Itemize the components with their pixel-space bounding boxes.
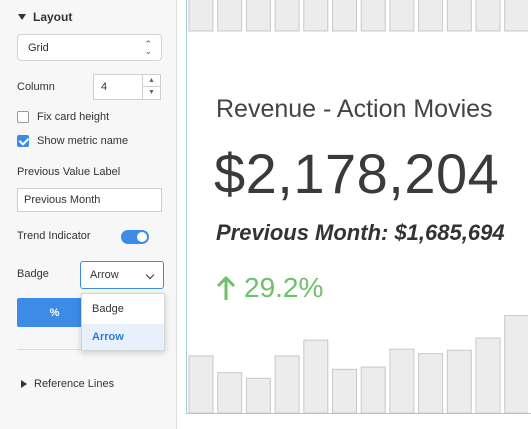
sparkline-bar-top — [475, 0, 501, 32]
layout-section-title: Layout — [33, 10, 73, 24]
sparkline-bar — [504, 315, 528, 413]
sparkline-bar — [418, 353, 444, 413]
kpi-card[interactable] — [186, 0, 531, 414]
spin-down-icon[interactable]: ▼ — [148, 89, 155, 96]
trend-indicator-label: Trend Indicator — [17, 230, 91, 242]
sparkline-bar-top — [303, 0, 329, 32]
sparkline-bar — [303, 339, 329, 413]
bottom-sparkline-bars — [188, 315, 528, 413]
sparkline-bar-top — [332, 0, 357, 32]
sparkline-bar-top — [245, 0, 271, 32]
card-value: $2,178,204 — [214, 142, 500, 205]
sparkline-bar-top — [389, 0, 415, 32]
sparkline-bar — [274, 355, 300, 413]
show-metric-name-label: Show metric name — [37, 135, 129, 147]
sparkline-bar-top — [217, 0, 243, 32]
sparkline-bar-top — [360, 0, 386, 32]
sparkline-bar — [475, 337, 501, 413]
column-label: Column — [17, 81, 55, 93]
layout-select[interactable]: Grid ⌃ ⌄ — [17, 34, 162, 61]
toggle-knob — [137, 232, 147, 242]
previous-value-label: Previous Value Label — [17, 166, 121, 178]
sparkline-bar — [217, 372, 243, 413]
dropdown-option-badge[interactable]: Badge — [92, 303, 124, 315]
spin-up-icon[interactable]: ▲ — [143, 75, 160, 87]
sparkline-bar-top — [446, 0, 472, 32]
show-metric-name-checkbox[interactable] — [17, 135, 29, 147]
layout-select-value: Grid — [28, 41, 49, 54]
arrow-up-icon — [216, 275, 236, 300]
card-title: Revenue - Action Movies — [216, 95, 493, 123]
settings-panel: Layout Grid ⌃ ⌄ Column 4 ▲ ▼ Fix card hei… — [0, 0, 177, 429]
sparkline-bar-top — [504, 0, 528, 32]
previous-value-input[interactable]: Previous Month — [17, 188, 162, 212]
column-value: 4 — [101, 81, 108, 93]
chevron-down-icon — [145, 270, 155, 280]
sparkline-bar — [188, 355, 214, 413]
sparkline-bar-top — [418, 0, 444, 32]
badge-select-value: Arrow — [90, 269, 119, 281]
column-spinner: ▲ ▼ — [142, 75, 160, 99]
reference-lines-label: Reference Lines — [34, 378, 115, 390]
top-sparkline-bars — [188, 0, 528, 32]
column-number-input[interactable]: 4 ▲ ▼ — [93, 74, 161, 100]
sparkline-bar — [389, 348, 415, 413]
sparkline-bar-top — [274, 0, 300, 32]
card-trend-value: 29.2% — [244, 272, 324, 303]
trend-indicator-toggle[interactable] — [121, 230, 149, 244]
layout-section-header[interactable]: Layout — [18, 10, 72, 24]
updown-chevron-icon: ⌃ ⌄ — [144, 38, 152, 56]
badge-select[interactable]: Arrow — [80, 261, 164, 289]
badge-dropdown-menu: Badge Arrow — [81, 293, 165, 351]
percent-button[interactable]: % — [17, 298, 92, 327]
badge-label: Badge — [17, 268, 49, 280]
card-trend: 29.2% — [216, 272, 323, 304]
previous-value-input-text: Previous Month — [24, 194, 101, 206]
sparkline-bar-top — [188, 0, 214, 32]
fix-card-height-checkbox[interactable] — [17, 111, 29, 123]
expand-triangle-icon — [21, 380, 27, 388]
sparkline-bar — [245, 377, 271, 413]
collapse-triangle-icon — [18, 14, 26, 20]
sparkline-bar — [360, 366, 386, 413]
fix-card-height-label: Fix card height — [37, 111, 110, 123]
sparkline-bar — [332, 368, 357, 413]
reference-lines-section[interactable]: Reference Lines — [21, 378, 114, 390]
card-previous-value: Previous Month: $1,685,694 — [216, 220, 505, 245]
percent-button-label: % — [49, 306, 60, 319]
sparkline-bar — [446, 349, 472, 413]
dropdown-option-arrow[interactable]: Arrow — [82, 324, 164, 350]
